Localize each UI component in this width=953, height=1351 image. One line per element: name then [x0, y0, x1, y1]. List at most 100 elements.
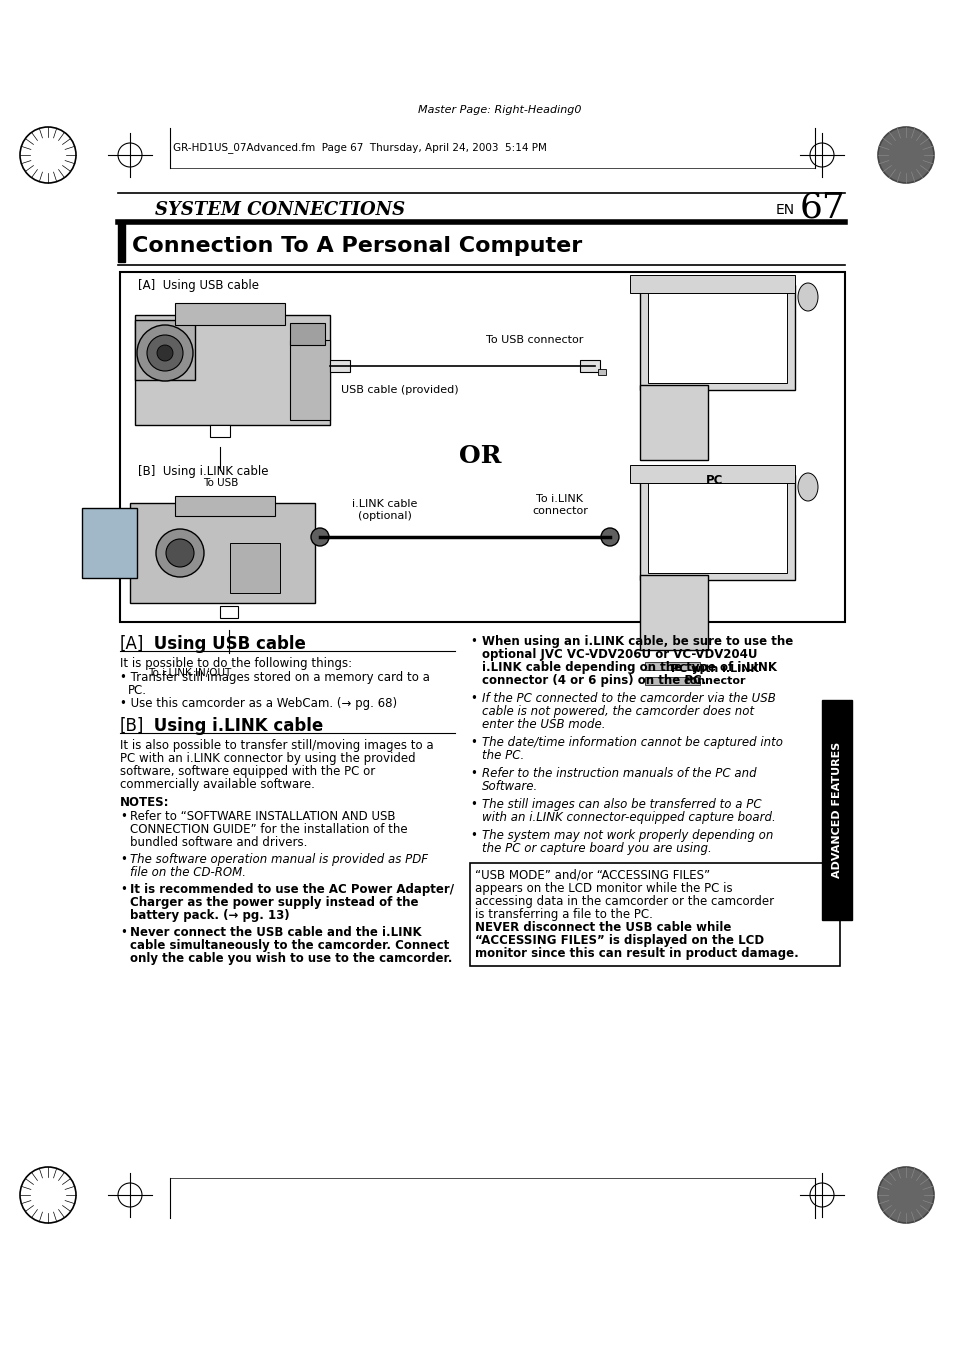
Ellipse shape [797, 282, 817, 311]
Text: The still images can also be transferred to a PC: The still images can also be transferred… [481, 798, 760, 811]
Text: [A]  Using USB cable: [A] Using USB cable [138, 280, 258, 293]
Text: USB cable (provided): USB cable (provided) [341, 385, 458, 394]
Text: the PC or capture board you are using.: the PC or capture board you are using. [481, 842, 711, 855]
Text: •: • [120, 925, 127, 939]
Text: optional JVC VC-VDV206U or VC-VDV204U: optional JVC VC-VDV206U or VC-VDV204U [481, 648, 757, 661]
Bar [118, 222, 125, 262]
Text: the PC.: the PC. [481, 748, 524, 762]
Bar [639, 476, 794, 580]
Text: •: • [470, 736, 476, 748]
Text: PC: PC [705, 473, 723, 486]
Bar [290, 340, 330, 420]
Text: •: • [470, 767, 476, 780]
Text: Refer to the instruction manuals of the PC and: Refer to the instruction manuals of the … [481, 767, 756, 780]
Text: with an i.LINK connector-equipped capture board.: with an i.LINK connector-equipped captur… [481, 811, 775, 824]
Circle shape [137, 326, 193, 381]
Text: cable is not powered, the camcorder does not: cable is not powered, the camcorder does… [481, 705, 753, 717]
Circle shape [311, 528, 329, 546]
Text: The system may not work properly depending on: The system may not work properly dependi… [481, 830, 773, 842]
Text: 67: 67 [799, 190, 844, 224]
Text: OR: OR [458, 444, 500, 467]
Text: •: • [120, 811, 127, 823]
Bar [644, 471, 700, 480]
Bar [639, 576, 707, 650]
Text: CONNECTION GUIDE” for the installation of the: CONNECTION GUIDE” for the installation o… [130, 823, 407, 836]
Text: Refer to “SOFTWARE INSTALLATION AND USB: Refer to “SOFTWARE INSTALLATION AND USB [130, 811, 395, 823]
Text: To USB connector: To USB connector [486, 335, 583, 345]
Text: It is possible to do the following things:: It is possible to do the following thing… [120, 657, 352, 670]
Text: [B]: [B] [120, 717, 144, 735]
Text: SYSTEM CONNECTIONS: SYSTEM CONNECTIONS [154, 201, 405, 219]
Bar [220, 607, 237, 617]
Circle shape [600, 528, 618, 546]
Text: is transferring a file to the PC.: is transferring a file to the PC. [475, 908, 652, 921]
Bar [647, 293, 786, 382]
Circle shape [147, 335, 183, 372]
Circle shape [157, 345, 172, 361]
Text: cable simultaneously to the camcorder. Connect: cable simultaneously to the camcorder. C… [130, 939, 449, 952]
Bar [579, 359, 599, 372]
Text: battery pack. (→ pg. 13): battery pack. (→ pg. 13) [130, 909, 290, 921]
Text: •: • [120, 852, 127, 866]
Text: “ACCESSING FILES” is displayed on the LCD: “ACCESSING FILES” is displayed on the LC… [475, 934, 763, 947]
Text: Master Page: Right-Heading0: Master Page: Right-Heading0 [417, 105, 581, 115]
Text: •: • [470, 635, 476, 648]
Text: When using an i.LINK cable, be sure to use the: When using an i.LINK cable, be sure to u… [481, 635, 792, 648]
Text: PC with an i.LINK connector by using the provided: PC with an i.LINK connector by using the… [120, 753, 416, 765]
Text: accessing data in the camcorder or the camcorder: accessing data in the camcorder or the c… [475, 894, 773, 908]
Text: commercially available software.: commercially available software. [120, 778, 314, 790]
Text: It is recommended to use the AC Power Adapter/: It is recommended to use the AC Power Ad… [130, 884, 454, 896]
Text: • Transfer still images stored on a memory card to a: • Transfer still images stored on a memo… [120, 671, 430, 684]
Text: enter the USB mode.: enter the USB mode. [481, 717, 605, 731]
Circle shape [166, 539, 193, 567]
Bar [174, 303, 285, 326]
Text: To USB: To USB [203, 478, 238, 488]
Text: only the cable you wish to use to the camcorder.: only the cable you wish to use to the ca… [130, 952, 452, 965]
Text: NOTES:: NOTES: [120, 796, 170, 809]
Text: i.LINK cable depending on the type of i.LINK: i.LINK cable depending on the type of i.… [481, 661, 776, 674]
Bar [639, 385, 707, 459]
Bar [598, 369, 605, 376]
Bar [629, 465, 794, 484]
Text: [A]: [A] [120, 635, 144, 653]
Text: software, software equipped with the PC or: software, software equipped with the PC … [120, 765, 375, 778]
Text: It is also possible to transfer still/moving images to a: It is also possible to transfer still/mo… [120, 739, 434, 753]
Bar [174, 496, 274, 516]
Text: To i.LINK IN/OUT: To i.LINK IN/OUT [149, 667, 232, 678]
Text: NEVER disconnect the USB cable while: NEVER disconnect the USB cable while [475, 921, 731, 934]
Text: The software operation manual is provided as PDF: The software operation manual is provide… [130, 852, 428, 866]
Text: i.LINK cable
(optional): i.LINK cable (optional) [352, 500, 417, 520]
Text: Using USB cable: Using USB cable [148, 635, 306, 653]
Text: ADVANCED FEATURES: ADVANCED FEATURES [831, 742, 841, 878]
Text: •: • [120, 884, 127, 896]
Bar [230, 543, 280, 593]
Text: appears on the LCD monitor while the PC is: appears on the LCD monitor while the PC … [475, 882, 732, 894]
Text: To i.LINK
connector: To i.LINK connector [532, 494, 587, 516]
Bar [821, 700, 851, 920]
Circle shape [877, 1167, 933, 1223]
Text: Charger as the power supply instead of the: Charger as the power supply instead of t… [130, 896, 418, 909]
Text: [B]  Using i.LINK cable: [B] Using i.LINK cable [138, 466, 268, 478]
Circle shape [877, 127, 933, 182]
Text: • Use this camcorder as a WebCam. (→ pg. 68): • Use this camcorder as a WebCam. (→ pg.… [120, 697, 396, 711]
Text: bundled software and drivers.: bundled software and drivers. [130, 836, 307, 848]
Text: Using i.LINK cable: Using i.LINK cable [148, 717, 323, 735]
Text: Never connect the USB cable and the i.LINK: Never connect the USB cable and the i.LI… [130, 925, 421, 939]
Bar [644, 486, 700, 494]
Bar [695, 280, 740, 288]
Bar [644, 662, 700, 670]
Bar [130, 503, 314, 603]
Circle shape [156, 530, 204, 577]
Bar [639, 285, 794, 390]
Ellipse shape [797, 473, 817, 501]
Bar [82, 508, 137, 578]
Bar [135, 320, 194, 380]
Text: •: • [470, 830, 476, 842]
Bar [629, 276, 794, 293]
Bar [290, 323, 325, 345]
Text: GR-HD1US_07Advanced.fm  Page 67  Thursday, April 24, 2003  5:14 PM: GR-HD1US_07Advanced.fm Page 67 Thursday,… [172, 143, 546, 154]
Text: file on the CD-ROM.: file on the CD-ROM. [130, 866, 246, 880]
Bar [644, 677, 700, 685]
Bar [120, 272, 844, 621]
Text: The date/time information cannot be captured into: The date/time information cannot be capt… [481, 736, 782, 748]
